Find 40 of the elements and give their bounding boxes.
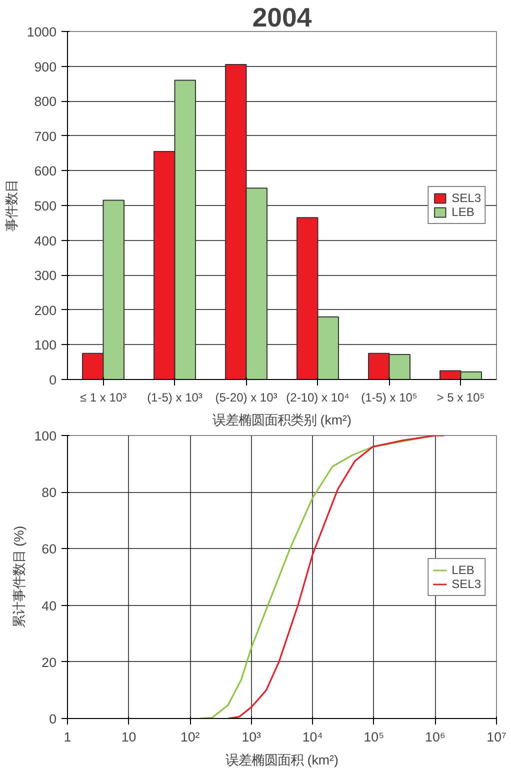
y-tick-label: 20 [42,654,57,670]
y-tick-label: 100 [34,428,57,444]
x-tick-label: 10⁴ [302,730,324,744]
x-tick-label: 1 [64,730,72,744]
legend-label: SEL3 [452,191,481,205]
x-tick-label: (5-20) x 10³ [215,390,278,404]
y-tick-label: 1000 [26,24,57,40]
x-tick-label: > 5 x 10⁵ [436,390,485,404]
x-tick-label: 10² [180,730,200,744]
legend-label: LEB [452,562,474,576]
x-tick-label: 10 [121,730,136,744]
y-tick-label: 60 [42,542,57,557]
x-tick-label: 10⁷ [486,730,506,744]
chart-title: 2004 [252,2,312,32]
y-tick-label: 900 [34,59,57,74]
x-tick-label: (2-10) x 10⁴ [286,390,350,404]
x-tick-label: 10⁵ [364,730,384,744]
x-tick-label: 10⁶ [425,730,446,744]
y-tick-label: 700 [34,128,57,144]
y-tick-label: 600 [34,164,57,179]
y-axis-title: 事件数目 [4,180,19,232]
y-tick-label: 0 [49,712,57,726]
y-tick-label: 40 [42,598,57,614]
y-tick-label: 300 [34,268,57,284]
x-tick-label: (1-5) x 10⁵ [361,390,418,404]
y-tick-label: 500 [34,198,57,214]
y-tick-label: 0 [49,372,57,388]
x-axis-title: 误差椭圆面积类别 (km²) [212,412,352,428]
y-tick-label: 800 [34,94,57,110]
legend-label: LEB [452,205,474,219]
y-tick-label: 80 [42,485,57,500]
y-axis-title: 累计事件数目 (%) [11,526,26,628]
x-tick-label: 10³ [242,730,262,744]
y-tick-label: 400 [34,233,57,248]
x-tick-label: ≤ 1 x 10³ [80,390,127,404]
y-tick-label: 200 [34,302,57,318]
x-axis-title: 误差椭圆面积 (km²) [226,752,338,768]
x-tick-label: (1-5) x 10³ [147,390,202,404]
legend-label: SEL3 [452,576,481,590]
y-tick-label: 100 [34,338,57,353]
